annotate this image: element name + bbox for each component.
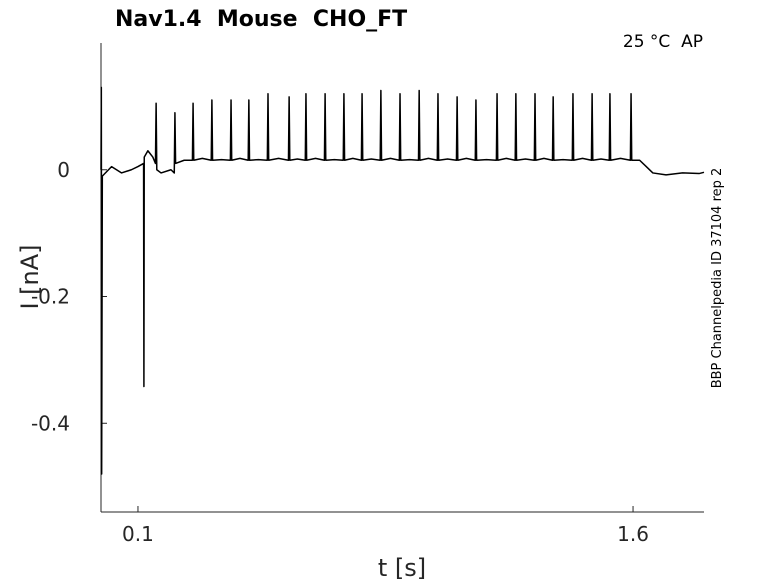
annotation: 25 °C AP: [623, 32, 703, 52]
y-axis-label: I [nA]: [16, 244, 44, 309]
x-tick-label: 0.1: [122, 522, 154, 546]
chart-title: Nav1.4 Mouse CHO_FT: [115, 7, 407, 32]
trace: [100, 86, 705, 475]
y-tick-label: 0: [57, 158, 70, 182]
x-tick-label: 1.6: [617, 522, 649, 546]
side-label: BBP Channelpedia ID 37104 rep 2: [710, 168, 725, 389]
y-tick-label: -0.2: [31, 285, 70, 309]
y-tick-label: -0.4: [31, 411, 70, 435]
x-axis-label: t [s]: [378, 554, 426, 582]
